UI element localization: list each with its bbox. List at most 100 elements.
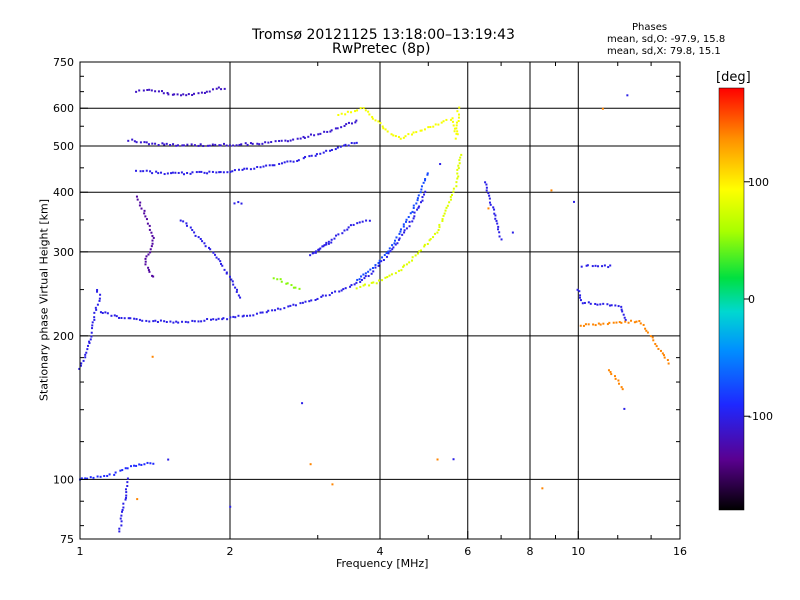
data-point (311, 252, 314, 255)
data-point (249, 314, 252, 317)
data-point (457, 119, 460, 122)
data-point (620, 308, 623, 311)
data-point (292, 160, 295, 163)
data-point (412, 207, 415, 210)
data-point (321, 245, 324, 248)
data-point (601, 107, 604, 110)
data-point (413, 215, 416, 218)
data-point (262, 165, 265, 168)
data-point (343, 124, 346, 127)
data-point (193, 231, 196, 234)
data-point (147, 253, 150, 256)
data-point (200, 91, 203, 94)
data-point (217, 317, 220, 320)
data-point (436, 458, 439, 461)
data-point (374, 266, 377, 269)
data-point (381, 279, 384, 282)
data-point (412, 204, 415, 207)
data-point (484, 181, 487, 184)
data-point (286, 140, 289, 143)
data-point (608, 321, 611, 324)
data-point (309, 254, 312, 257)
data-point (155, 170, 158, 173)
data-point (336, 127, 339, 130)
data-point (578, 290, 581, 293)
x-tick-label: 4 (377, 545, 384, 558)
data-point (609, 264, 612, 267)
data-point (130, 465, 133, 468)
colorbar-tick-label: -100 (748, 410, 773, 423)
data-point (400, 269, 403, 272)
data-point (253, 167, 256, 170)
data-point (457, 116, 460, 119)
data-point (118, 316, 121, 319)
data-point (374, 119, 377, 122)
data-point (174, 171, 177, 174)
data-point (129, 317, 132, 320)
data-point (255, 312, 258, 315)
data-point (354, 110, 357, 113)
data-point (367, 270, 370, 273)
data-point (229, 170, 232, 173)
data-point (211, 170, 214, 173)
data-point (233, 202, 236, 205)
data-point (645, 329, 648, 332)
data-point (89, 338, 92, 341)
data-point (455, 124, 458, 127)
colorbar-ticks: 100 0 -100 (744, 176, 773, 423)
data-point (237, 201, 240, 204)
data-point (139, 141, 142, 144)
data-point (617, 382, 620, 385)
data-point (455, 127, 458, 130)
data-point (88, 342, 91, 345)
data-point (408, 220, 411, 223)
data-point (445, 206, 448, 209)
data-point (271, 309, 274, 312)
data-point (299, 302, 302, 305)
data-point (382, 127, 385, 130)
data-point (215, 318, 218, 321)
data-point (454, 137, 457, 140)
data-point (646, 331, 649, 334)
data-point (386, 276, 389, 279)
data-point (301, 301, 304, 304)
data-point (209, 318, 212, 321)
data-point (166, 91, 169, 94)
data-point (125, 491, 128, 494)
data-point (427, 126, 430, 129)
data-point (206, 318, 209, 321)
data-point (621, 388, 624, 391)
data-point (457, 167, 460, 170)
data-point (325, 243, 328, 246)
data-point (82, 359, 85, 362)
data-point (596, 303, 599, 306)
data-point (359, 280, 362, 283)
data-point (203, 242, 206, 245)
data-point (497, 228, 500, 231)
data-point (185, 94, 188, 97)
x-tick-label: 6 (464, 545, 471, 558)
data-point (133, 464, 136, 467)
data-point (452, 124, 455, 127)
data-point (199, 237, 202, 240)
data-point (147, 269, 150, 272)
data-point (118, 527, 121, 530)
data-point (589, 302, 592, 305)
data-point (274, 140, 277, 143)
data-point (186, 172, 189, 175)
data-point (402, 223, 405, 226)
data-point (280, 280, 283, 283)
data-point (289, 304, 292, 307)
data-point (583, 301, 586, 304)
data-point (368, 113, 371, 116)
data-point (347, 121, 350, 124)
data-point (229, 316, 232, 319)
data-point (241, 168, 244, 171)
data-point (125, 494, 128, 497)
data-point (316, 297, 319, 300)
data-point (429, 238, 432, 241)
data-point (154, 90, 157, 93)
data-point (426, 172, 429, 175)
data-point (177, 171, 180, 174)
data-point (324, 294, 327, 297)
